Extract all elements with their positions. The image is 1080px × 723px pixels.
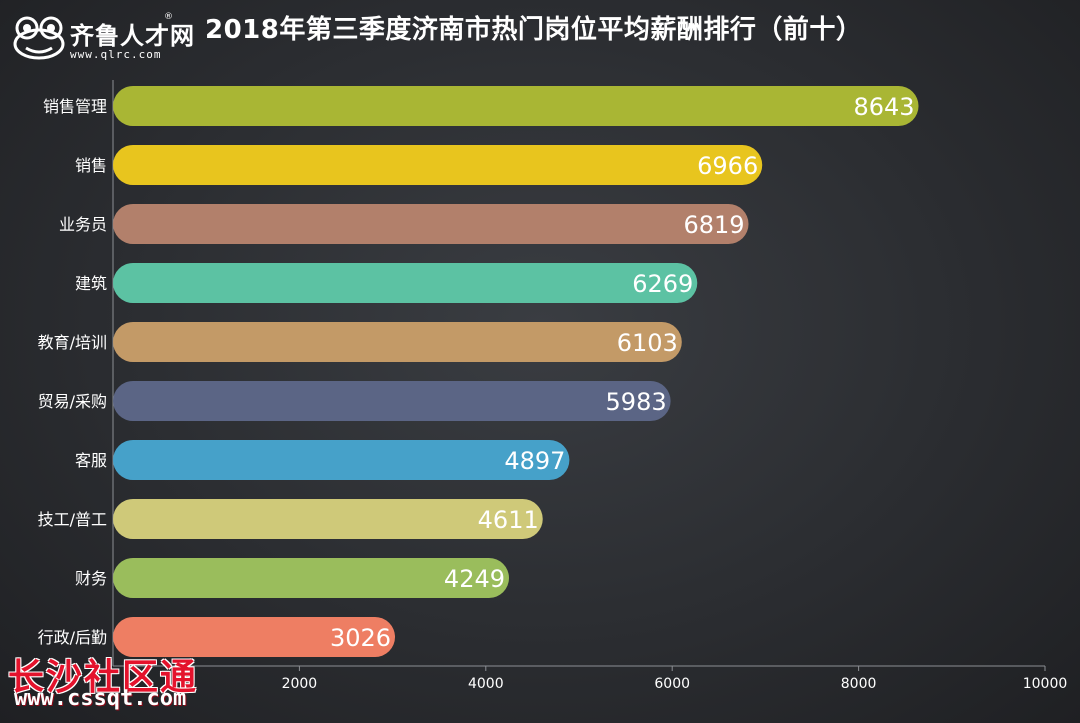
bar-value-label: 4249	[444, 565, 505, 593]
x-tick-label: 6000	[654, 676, 690, 692]
bar-value-label: 3026	[330, 624, 391, 652]
bar	[113, 204, 749, 244]
x-tick-label: 10000	[1023, 676, 1068, 692]
bar	[113, 499, 543, 539]
logo: 齐鲁人才网 ® www.qlrc.com	[10, 10, 200, 70]
category-label: 销售管理	[43, 97, 107, 116]
bar-value-label: 5983	[606, 388, 667, 416]
logo-url: www.qlrc.com	[70, 48, 162, 61]
logo-name: 齐鲁人才网	[70, 22, 195, 50]
bar-value-label: 6103	[617, 329, 678, 357]
category-label: 建筑	[75, 274, 107, 293]
category-label: 客服	[75, 451, 107, 470]
frog-icon	[13, 16, 65, 60]
x-tick-label: 4000	[468, 676, 504, 692]
bar	[113, 263, 698, 303]
category-label: 业务员	[59, 215, 107, 234]
category-label: 销售	[75, 156, 107, 175]
watermark: 长沙社区通 www.cssqt.com	[8, 648, 218, 718]
registered-mark: ®	[164, 12, 173, 22]
bar-value-label: 8643	[853, 93, 914, 121]
bar-value-label: 6966	[697, 152, 758, 180]
bar	[113, 381, 671, 421]
watermark-name: 长沙社区通	[8, 656, 199, 698]
bar	[113, 322, 682, 362]
category-label: 行政/后勤	[38, 628, 107, 647]
bar	[113, 617, 396, 657]
x-tick-label: 8000	[841, 676, 877, 692]
bar-value-label: 6819	[683, 211, 744, 239]
bar-value-label: 6269	[632, 270, 693, 298]
bar-value-label: 4611	[478, 506, 539, 534]
bar	[113, 440, 570, 480]
watermark-url: www.cssqt.com	[14, 686, 187, 711]
bar	[113, 145, 763, 185]
bar	[113, 558, 510, 598]
category-label: 教育/培训	[38, 333, 107, 352]
bar-value-label: 4897	[504, 447, 565, 475]
category-label: 财务	[75, 569, 107, 588]
x-tick-label: 2000	[282, 676, 318, 692]
category-label: 贸易/采购	[38, 392, 107, 411]
category-label: 技工/普工	[38, 510, 107, 529]
bar	[113, 86, 919, 126]
chart-title: 2018年第三季度济南市热门岗位平均薪酬排行（前十）	[205, 15, 863, 45]
